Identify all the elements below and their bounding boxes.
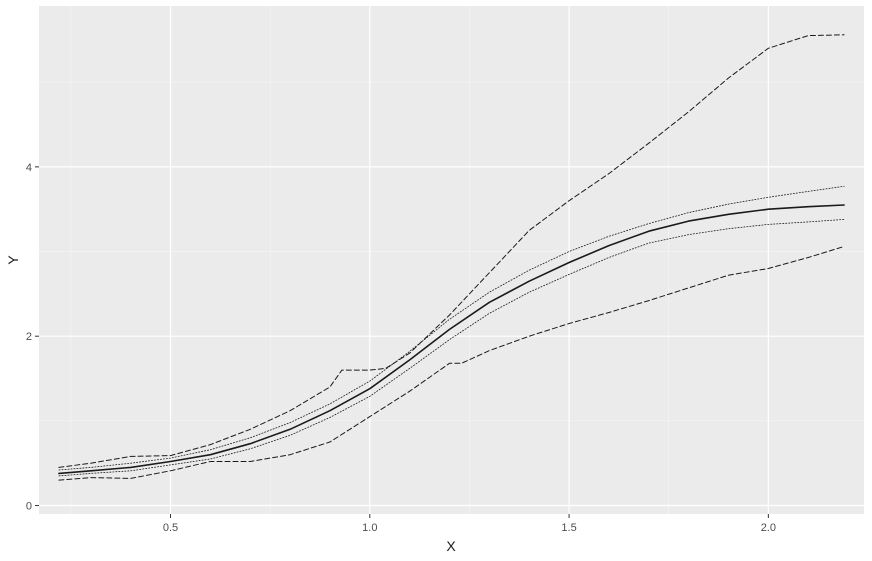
grid-major [39,6,864,514]
y-axis-ticks: 0 2 4 [26,162,39,513]
x-axis-ticks: 0.5 1.0 1.5 2.0 [163,514,776,534]
series-line-dashed-3 [58,34,845,468]
y-tick-label: 0 [26,501,32,513]
x-tick-label: 2.0 [761,522,776,534]
x-tick-label: 1.5 [561,522,576,534]
y-tick-label: 2 [26,331,32,343]
x-tick-label: 0.5 [163,522,178,534]
series-line-dotted-1 [58,185,845,471]
plot-panel [39,6,864,514]
y-tick-label: 4 [26,162,32,174]
x-tick-label: 1.0 [362,522,377,534]
series-line-dotted-2 [58,218,845,477]
grid-minor [39,6,864,514]
series-line-dashed-4 [58,246,845,481]
series-layer [58,34,845,481]
series-line-solid-0 [58,204,845,475]
y-axis-title: Y [5,255,21,265]
x-axis-title: X [446,538,456,554]
